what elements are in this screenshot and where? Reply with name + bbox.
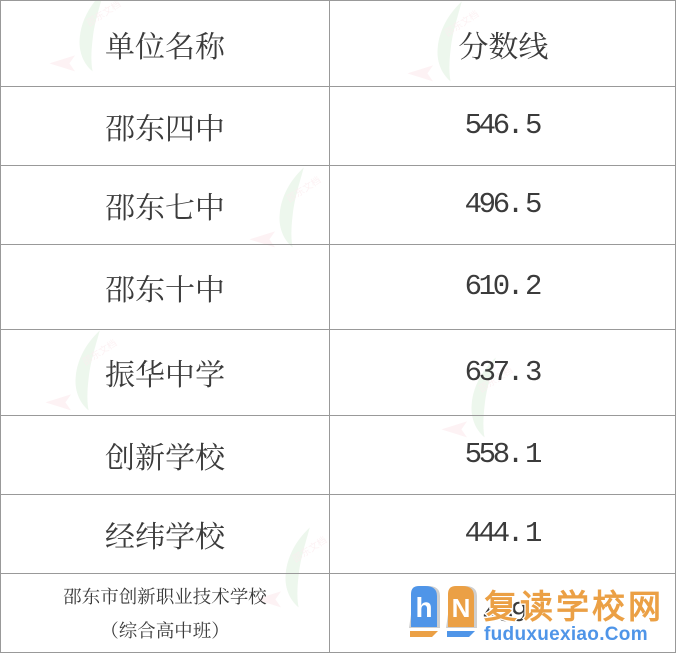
svg-text:fuduxuexiao.Com: fuduxuexiao.Com — [484, 624, 648, 645]
svg-text:复读学校网: 复读学校网 — [484, 588, 664, 625]
svg-text:N: N — [452, 593, 471, 623]
svg-text:h: h — [415, 592, 432, 623]
